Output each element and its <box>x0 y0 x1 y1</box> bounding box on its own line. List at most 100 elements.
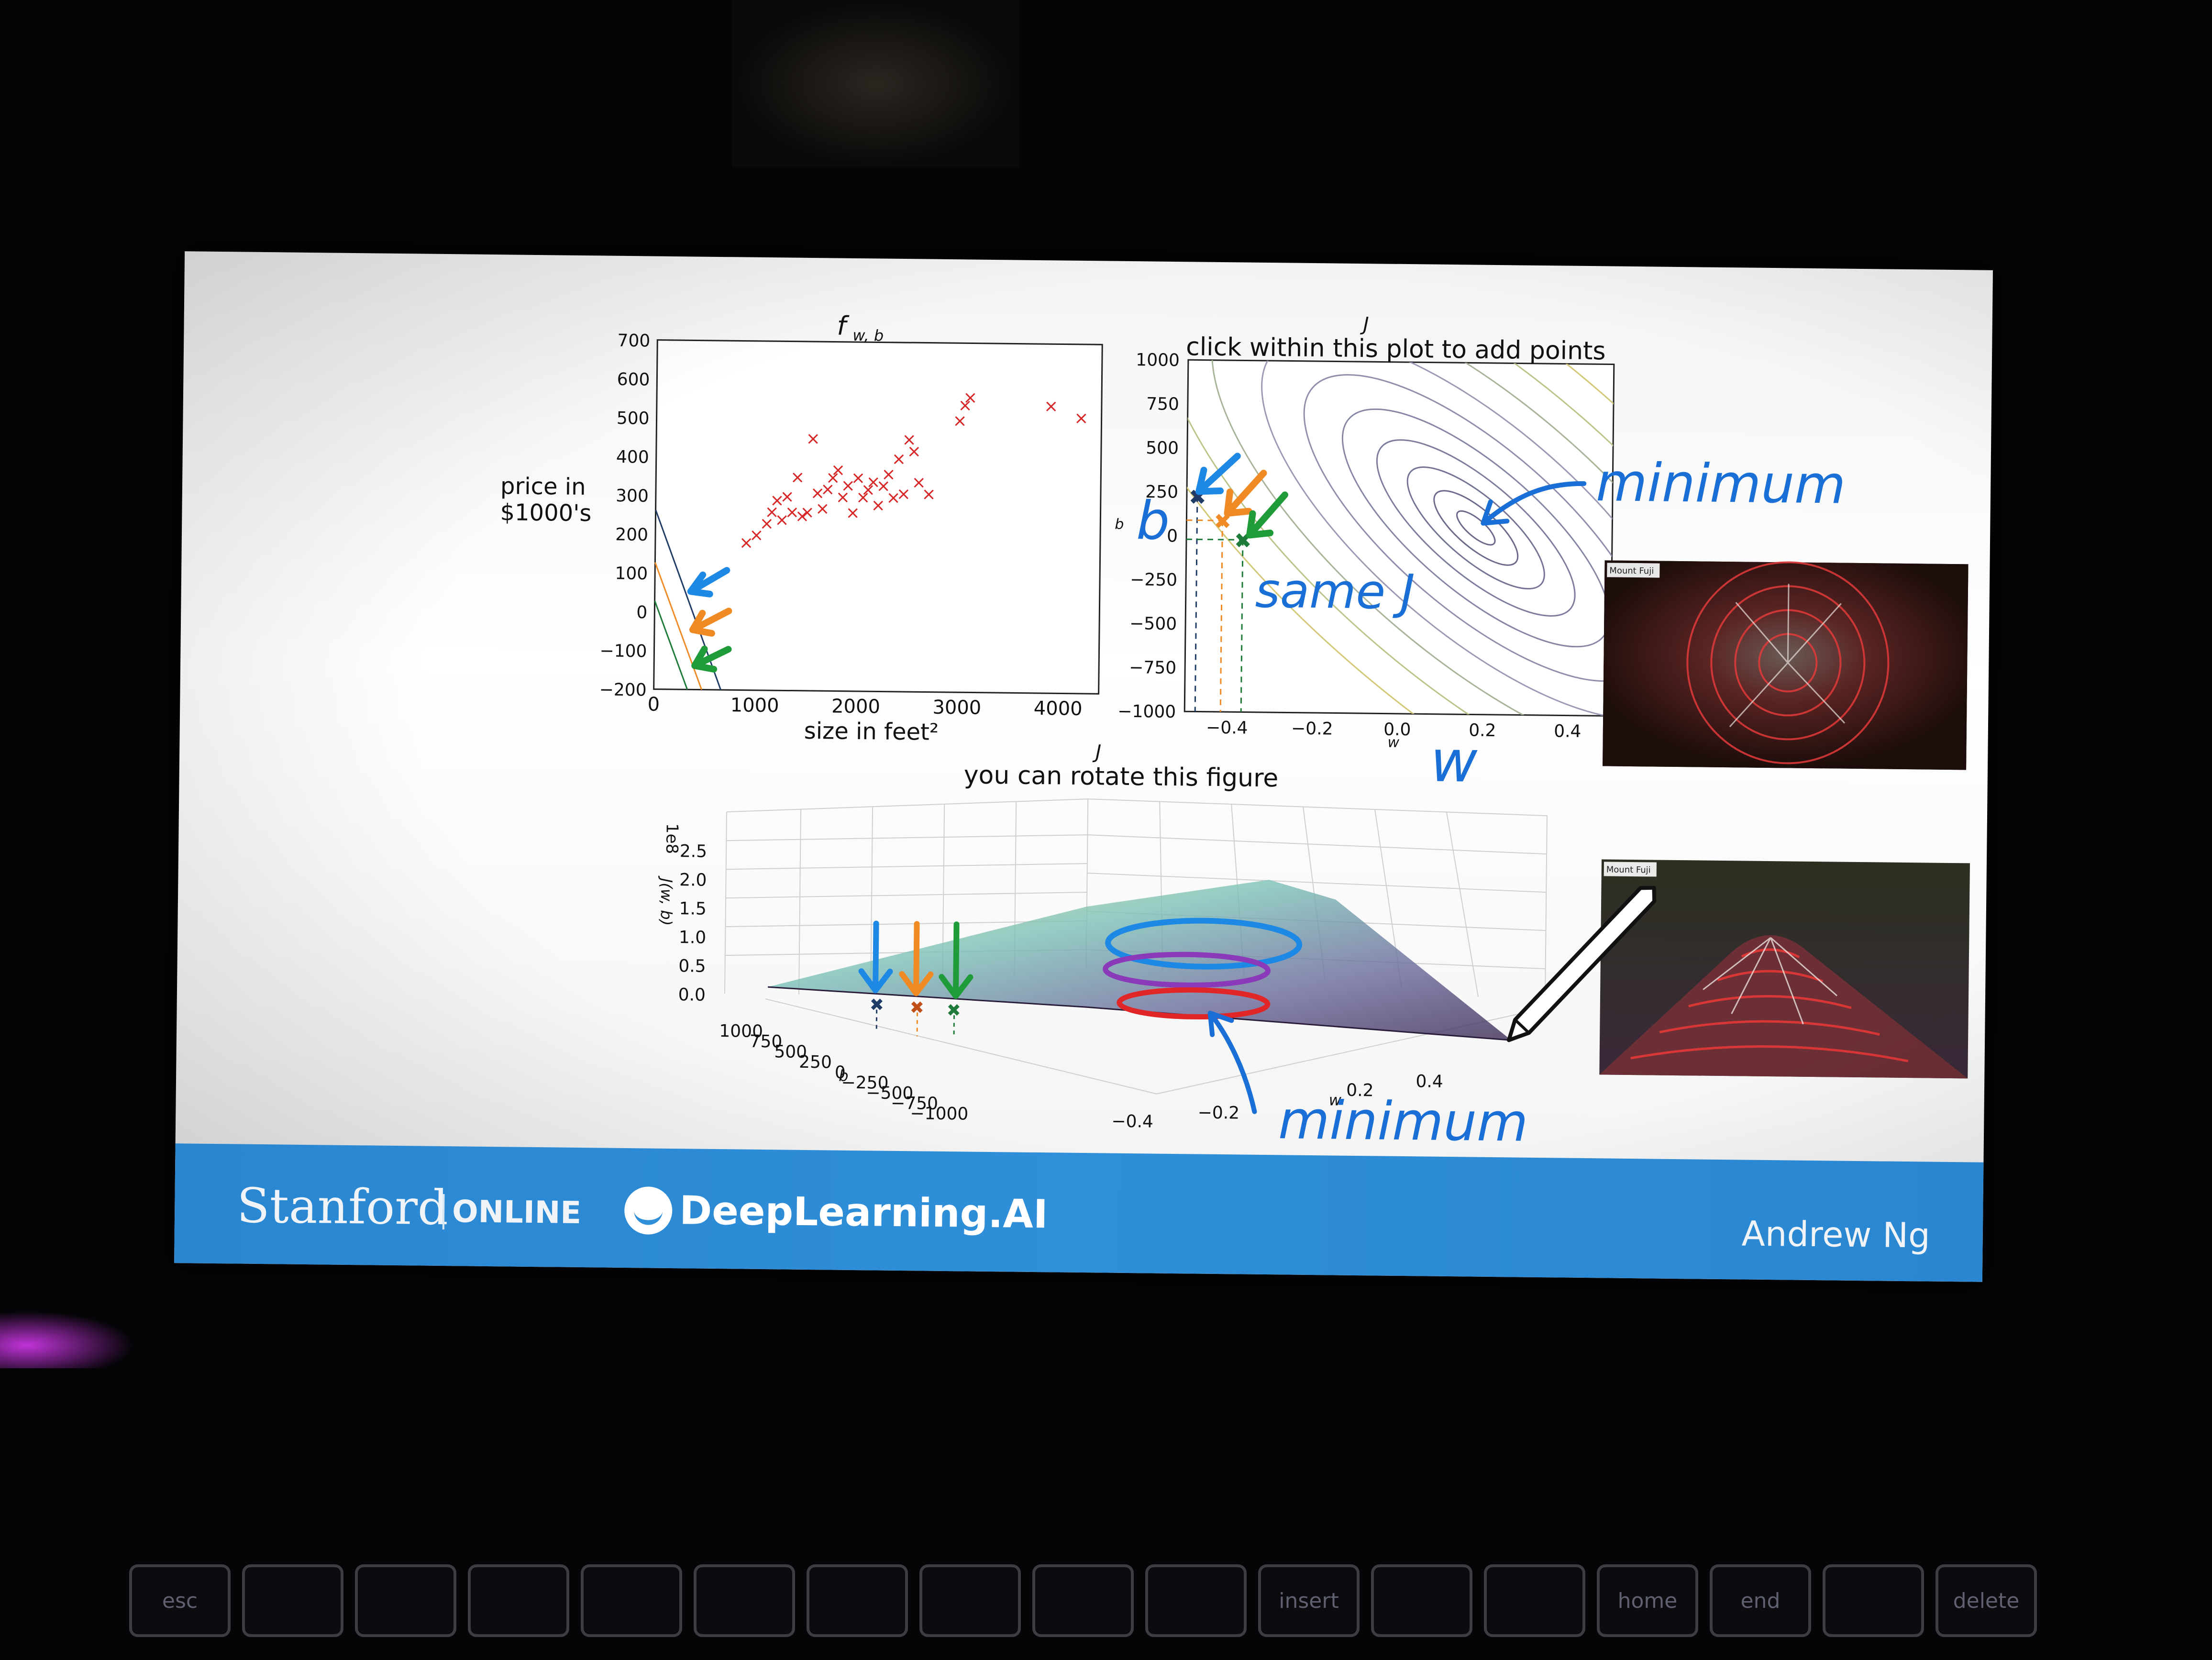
left-ytick: 300 <box>616 486 649 506</box>
keyboard-key <box>1823 1564 1924 1637</box>
annotation-w: w <box>1430 729 1478 796</box>
stanford-online-label: ONLINE <box>442 1194 582 1231</box>
minimum-arrow-bottom <box>1209 1013 1255 1112</box>
left-xtick: 3000 <box>932 697 981 719</box>
left-xtick: 0 <box>647 693 660 715</box>
scatter-point: × <box>921 485 936 504</box>
scatter-point: × <box>800 503 815 522</box>
keyboard-key: end <box>1710 1564 1811 1637</box>
scatter-point: × <box>1074 409 1089 428</box>
keyboard-key <box>355 1564 456 1637</box>
scatter-point: × <box>896 484 911 504</box>
presenter-name: Andrew Ng <box>1741 1213 1930 1255</box>
surface-btick: 250 <box>799 1052 832 1073</box>
scatter-point: × <box>806 429 820 449</box>
deeplearning-logo-text: DeepLearning.AI <box>679 1188 1048 1237</box>
keyboard-key <box>468 1564 569 1637</box>
surface-btick: −1000 <box>910 1104 968 1124</box>
left-plot-title-sub: w, b <box>852 326 884 345</box>
slide-canvas: f w, b price in $1000's size in feet² 70… <box>174 251 1993 1282</box>
surface-zticks: 2.52.01.51.00.50.0 <box>678 841 707 1005</box>
keyboard-key <box>242 1564 343 1637</box>
contour-xtick: 0.4 <box>1554 721 1582 741</box>
contour-xtick: 0.0 <box>1383 720 1411 740</box>
keyboard-backlight-glow <box>0 1311 134 1368</box>
scatter-point: × <box>871 496 885 515</box>
surface-plot-j: J <box>1092 741 1101 763</box>
left-xtick: 4000 <box>1034 697 1083 720</box>
left-plot-ylabel-1: price in <box>500 473 586 500</box>
surface-ztick: 1.5 <box>679 899 707 919</box>
keyboard-key <box>694 1564 795 1637</box>
left-plot-ylabel-2: $1000's <box>500 499 591 527</box>
inset-top: Mount Fuji <box>1603 560 1968 770</box>
surface-plot: J you can rotate this figure 1e8 J(w, b)… <box>655 737 1663 1155</box>
annotation-same-j: same J <box>1255 563 1415 620</box>
left-plot-title: f <box>837 311 850 341</box>
left-ytick: 500 <box>617 409 650 429</box>
keyboard-key <box>919 1564 1021 1637</box>
scatter-point: × <box>1044 397 1059 416</box>
left-ytick: 0 <box>636 603 647 622</box>
annotation-minimum-bottom: minimum <box>1278 1089 1528 1153</box>
surface-arrow-blue <box>861 923 890 991</box>
contour-ytick: −500 <box>1129 614 1177 634</box>
contour-ytick: −250 <box>1130 570 1177 590</box>
surface-ztick: 2.5 <box>680 841 708 862</box>
left-plot-xlabel: size in feet² <box>804 718 939 746</box>
contour-plot-title: click within this plot to add points <box>1186 332 1606 365</box>
keyboard-key: delete <box>1936 1564 2037 1637</box>
inset-top-label: Mount Fuji <box>1609 565 1654 576</box>
surface-marker-blue: ✖ <box>870 995 885 1015</box>
surface-zlabel: J(w, b) <box>657 875 675 926</box>
keyboard-key: esc <box>129 1564 231 1637</box>
slide-footer: Stanford ONLINE DeepLearning.AI Andrew N… <box>174 1143 1983 1282</box>
surface-wtick: −0.4 <box>1111 1112 1153 1132</box>
contour-plot-j: J <box>1360 313 1369 335</box>
background-light <box>732 0 1019 167</box>
left-ytick: −100 <box>599 641 647 661</box>
surface-blabel: b <box>839 1067 849 1085</box>
keyboard-key <box>1145 1564 1247 1637</box>
contour-plot-ylabel: b <box>1115 516 1124 533</box>
left-ytick: 100 <box>615 564 648 584</box>
stanford-logo: Stanford <box>237 1178 449 1236</box>
annotation-b: b <box>1136 490 1170 552</box>
scatter-point: × <box>958 396 973 415</box>
left-xtick: 1000 <box>730 694 779 717</box>
scatter-point: × <box>815 499 830 519</box>
contour-ytick: −750 <box>1129 658 1176 678</box>
keyboard-key <box>1371 1564 1472 1637</box>
scatter-point: × <box>907 442 922 461</box>
left-ytick: 700 <box>617 331 650 351</box>
surface-marker-green: ✖ <box>946 1001 961 1020</box>
deeplearning-logo-icon <box>624 1186 673 1235</box>
surface-plot-title: you can rotate this figure <box>963 761 1278 793</box>
contour-xtick: −0.2 <box>1291 719 1333 739</box>
surface-marker-orange: ✖ <box>909 998 924 1018</box>
keyboard-key <box>1484 1564 1585 1637</box>
surface-ztick: 1.0 <box>679 928 707 948</box>
left-ytick: 400 <box>616 447 649 467</box>
left-ytick: 200 <box>615 525 648 545</box>
contour-ytick: 750 <box>1146 394 1179 414</box>
annotation-minimum-top: minimum <box>1596 452 1846 515</box>
keyboard-key: home <box>1597 1564 1698 1637</box>
keyboard-key <box>807 1564 908 1637</box>
surface-wtick: −0.2 <box>1198 1103 1240 1123</box>
keyboard-key <box>1032 1564 1134 1637</box>
contour-xtick: −0.4 <box>1206 718 1248 738</box>
contour-ytick: 1000 <box>1136 350 1180 370</box>
left-plot: f w, b price in $1000's size in feet² 70… <box>498 307 1102 747</box>
left-plot-frame <box>654 340 1103 694</box>
scatter-point: × <box>892 449 907 469</box>
left-xtick: 2000 <box>831 695 880 718</box>
scatter-point: × <box>790 467 805 487</box>
contour-ytick: 500 <box>1146 438 1179 458</box>
left-ytick: −200 <box>599 680 647 700</box>
surface-ztick: 0.5 <box>678 956 706 976</box>
surface-zscale: 1e8 <box>662 823 682 854</box>
